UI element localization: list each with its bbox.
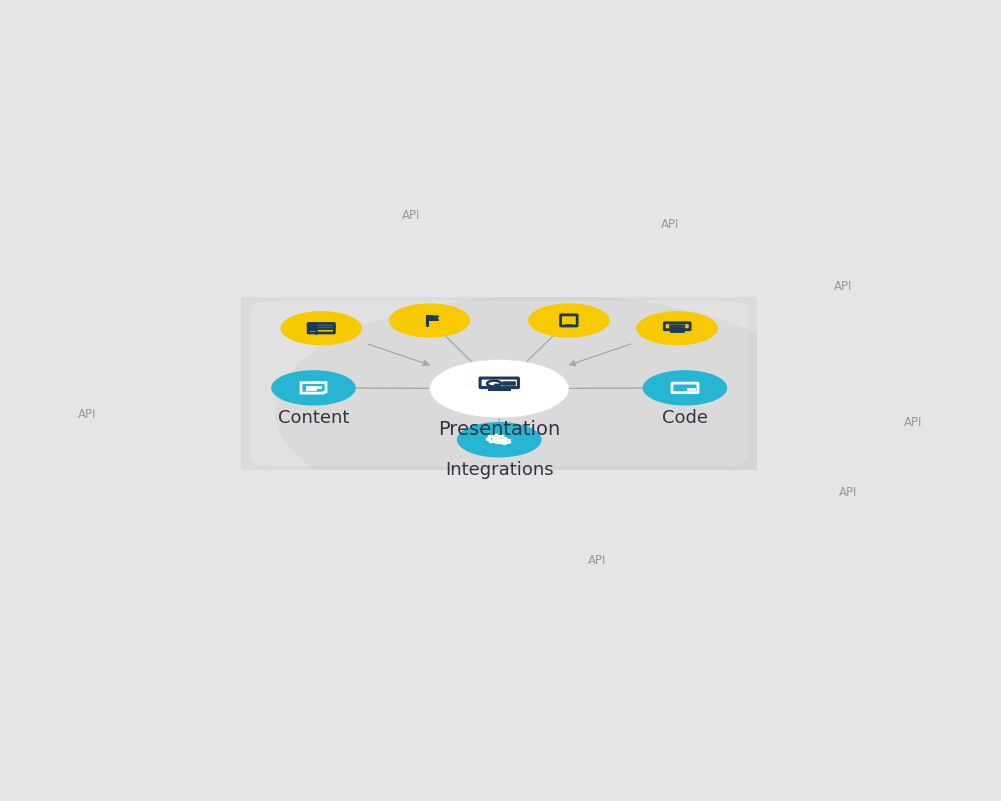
Polygon shape xyxy=(426,316,438,320)
Circle shape xyxy=(643,370,728,405)
Text: API: API xyxy=(835,280,853,293)
Circle shape xyxy=(456,422,542,457)
Text: API: API xyxy=(661,218,680,231)
Circle shape xyxy=(0,165,1001,655)
Circle shape xyxy=(275,295,827,525)
FancyBboxPatch shape xyxy=(250,301,748,466)
Circle shape xyxy=(271,370,355,405)
Text: API: API xyxy=(839,486,857,499)
Text: API: API xyxy=(904,416,922,429)
Circle shape xyxy=(637,311,718,345)
Text: API: API xyxy=(78,408,96,421)
Text: Integrations: Integrations xyxy=(444,461,554,479)
Text: Presentation: Presentation xyxy=(438,421,561,440)
Wedge shape xyxy=(494,384,500,387)
Text: API: API xyxy=(588,554,606,567)
Text: Content: Content xyxy=(278,409,349,428)
Circle shape xyxy=(429,360,569,418)
Circle shape xyxy=(280,311,362,345)
Text: API: API xyxy=(401,209,420,222)
Circle shape xyxy=(388,304,470,337)
Circle shape xyxy=(529,304,610,337)
Text: Code: Code xyxy=(662,409,708,428)
